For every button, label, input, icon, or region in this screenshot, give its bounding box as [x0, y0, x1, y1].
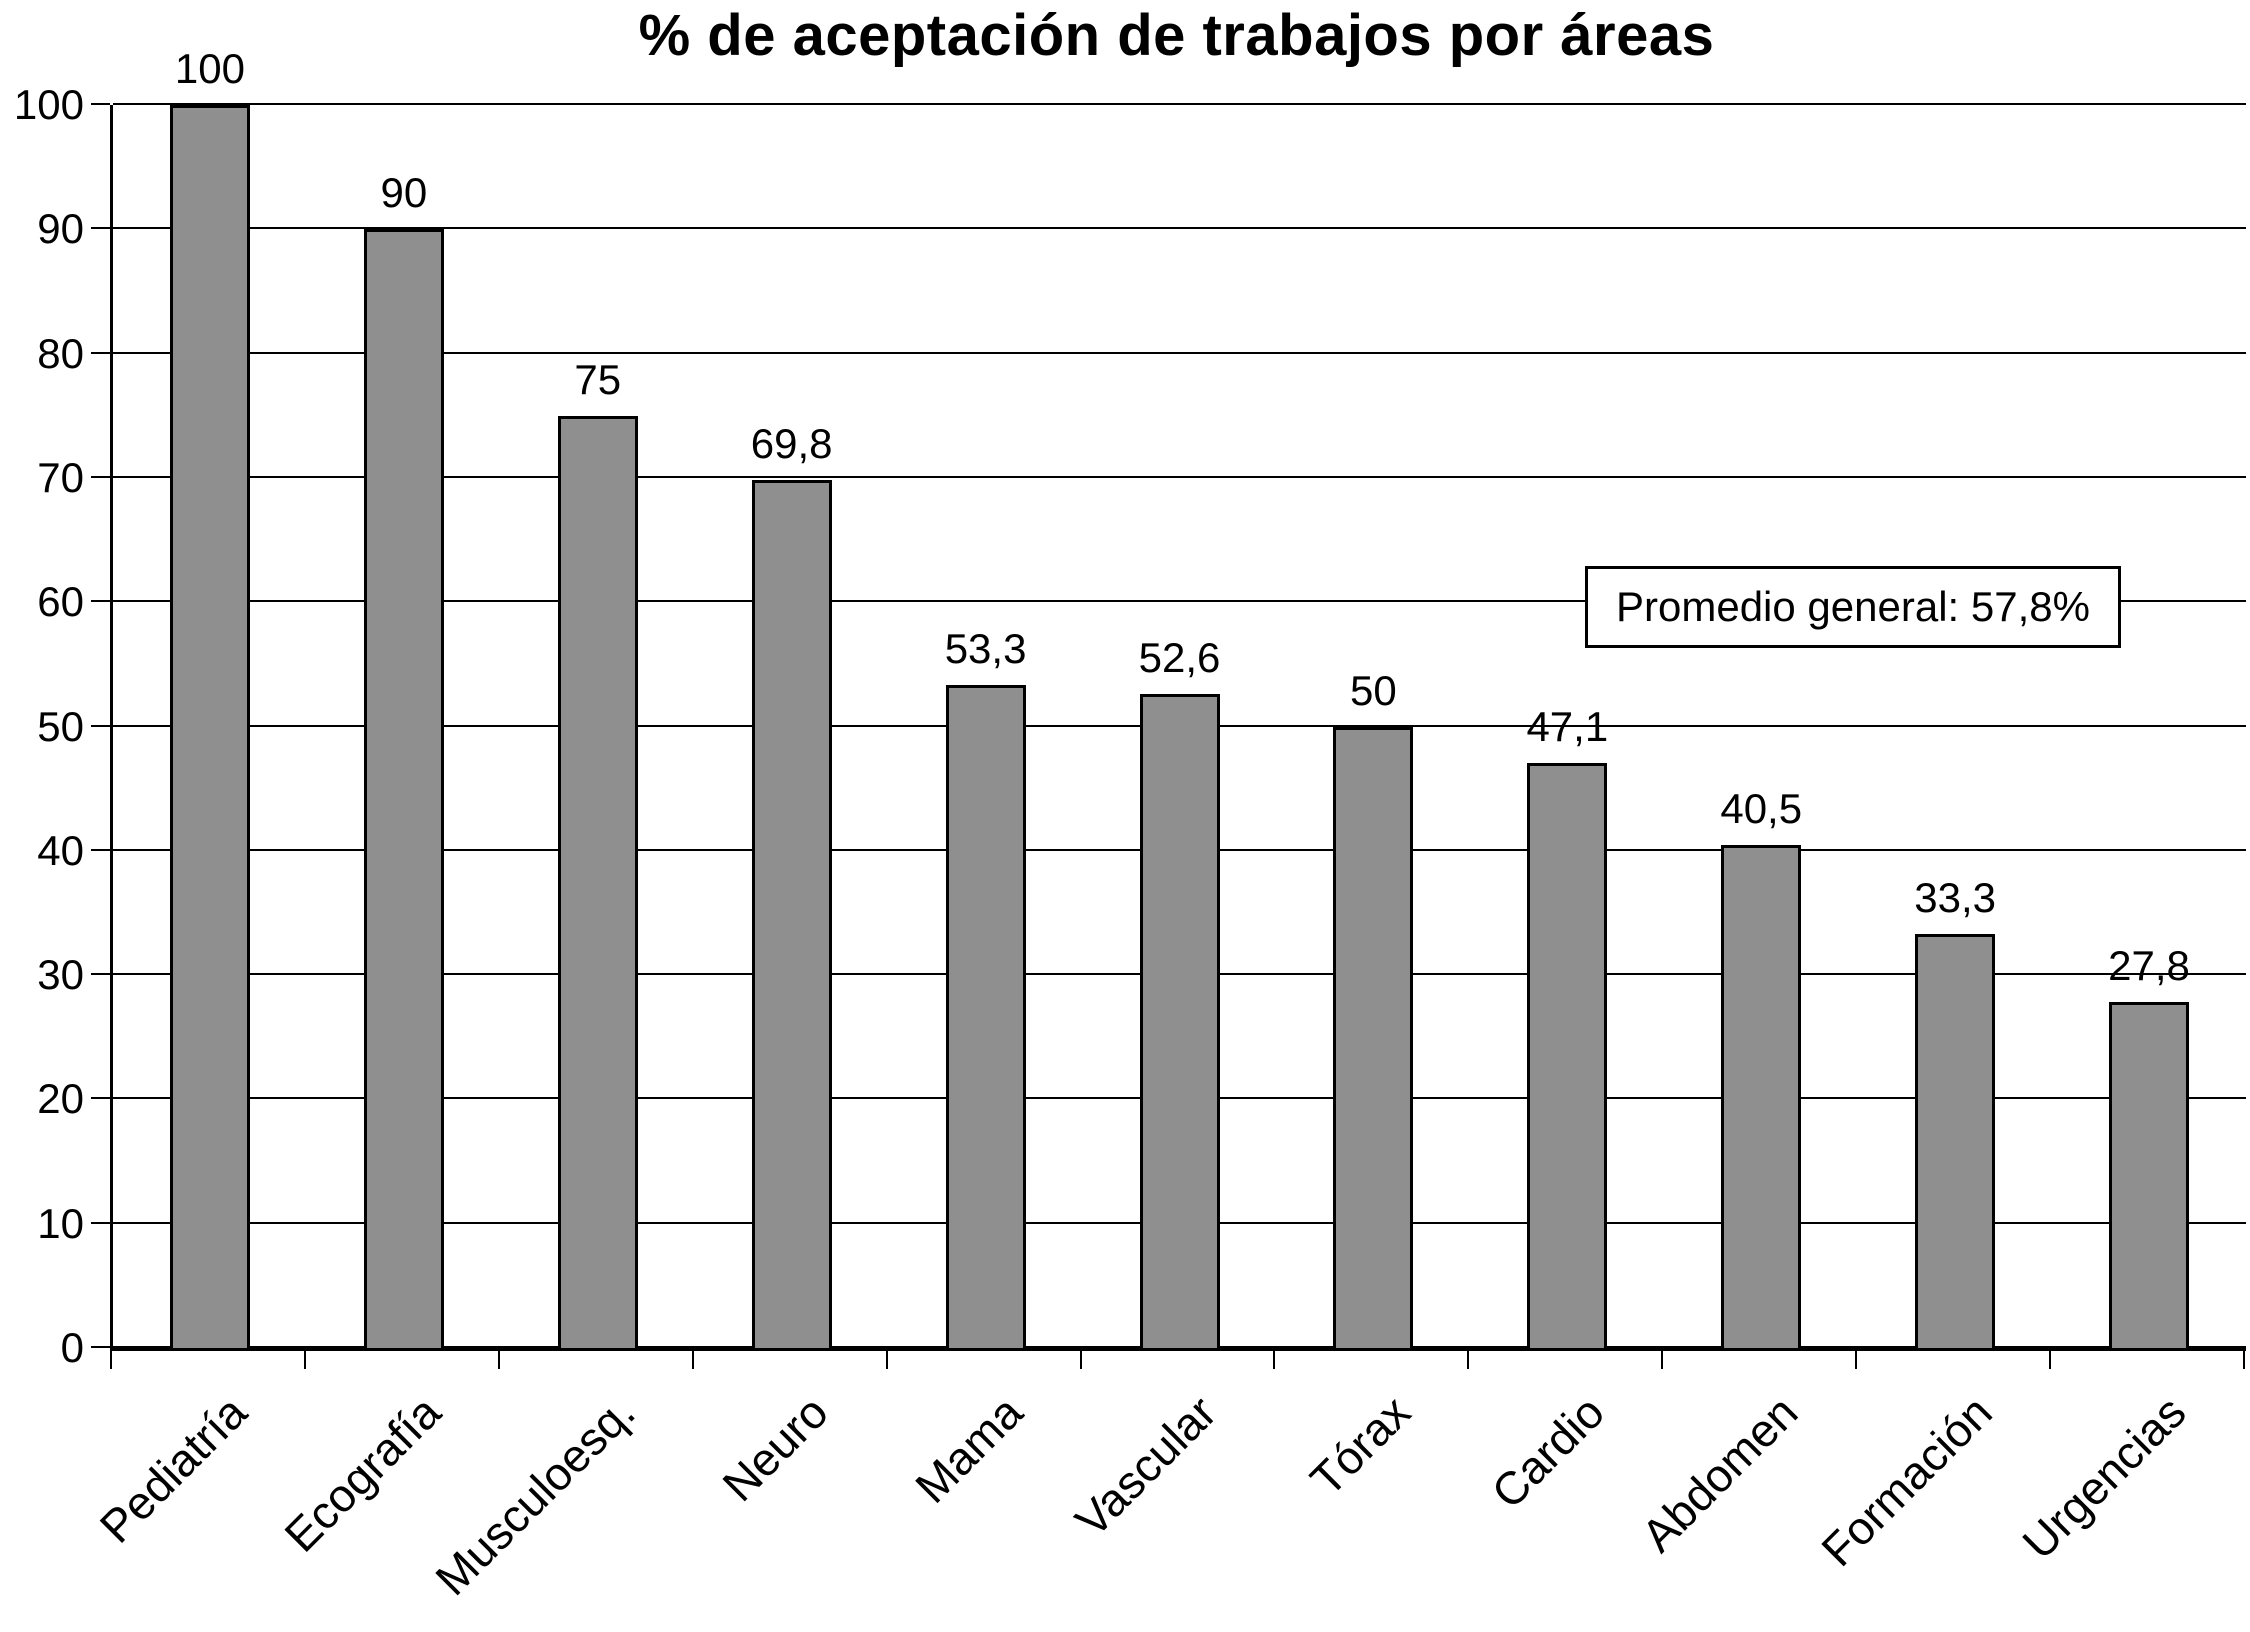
y-axis-tick-label: 70: [37, 453, 84, 501]
x-axis-label: Cardio: [1481, 1385, 1614, 1519]
bar: [1333, 726, 1414, 1348]
x-axis-tick: [110, 1351, 112, 1369]
annotation-box: Promedio general: 57,8%: [1585, 566, 2121, 648]
y-axis-tick-label: 60: [37, 578, 84, 626]
y-axis-tick-label: 100: [13, 81, 84, 128]
plot-area: 100 90 75 69,8 53,3 52,6 50 47,1 40,5 33,3 27,8: [91, 45, 2246, 1351]
y-axis-tick: [91, 351, 110, 354]
bar-value-label: 69,8: [750, 420, 833, 468]
gridline: [113, 103, 2246, 105]
x-axis-tick: [1079, 1351, 1082, 1369]
y-axis-tick-label: 10: [37, 1199, 84, 1247]
x-axis-label: Pediatría: [89, 1385, 257, 1553]
x-axis-label: Vascular: [1065, 1385, 1226, 1547]
y-axis-tick: [91, 1221, 110, 1224]
x-axis-label: Abdomen: [1631, 1385, 1808, 1562]
x-axis-label: Neuro: [712, 1385, 839, 1512]
y-axis-tick-label: 90: [37, 205, 84, 253]
bar: [2109, 1002, 2190, 1348]
bar: [1915, 934, 1996, 1348]
x-axis-tick: [2243, 1351, 2245, 1369]
y-axis-tick-label: 0: [60, 1324, 84, 1371]
bar: [945, 685, 1026, 1348]
y-axis-tick: [91, 973, 110, 976]
x-axis-label: Musculoesq.: [424, 1385, 645, 1606]
x-axis-tick: [691, 1351, 694, 1369]
bar-value-label: 90: [380, 169, 428, 217]
x-axis-tick: [1273, 1351, 1276, 1369]
y-axis-tick: [91, 475, 110, 478]
bar: [751, 480, 832, 1348]
y-axis-tick-label: 50: [37, 702, 84, 750]
x-axis-label: Mama: [904, 1385, 1033, 1513]
bar-value-label: 100: [174, 45, 245, 92]
y-axis-tick-label: 30: [37, 951, 84, 999]
bar-value-label: 52,6: [1138, 634, 1221, 682]
y-axis-tick: [91, 103, 110, 105]
x-axis-tick: [1467, 1351, 1470, 1369]
x-axis-tick: [2049, 1351, 2052, 1369]
y-axis-tick-label: 20: [37, 1075, 84, 1123]
y-axis: 0 10 20 30 40 50 60 70 80 90 100: [0, 81, 90, 1371]
x-axis-labels: Pediatría Ecografía Musculoesq. Neuro Mama Va…: [89, 1351, 2243, 1632]
y-axis-tick: [91, 724, 110, 727]
y-axis-tick-label: 80: [37, 329, 84, 377]
bar-value-label: 47,1: [1526, 702, 1609, 750]
x-axis-tick: [303, 1351, 306, 1369]
x-axis-tick: [1661, 1351, 1664, 1369]
bar: [1527, 762, 1608, 1348]
chart-title: % de aceptación de trabajos por áreas: [638, 3, 1715, 68]
bar: [1139, 694, 1220, 1348]
x-axis-label: Urgencias: [2012, 1385, 2196, 1569]
y-axis-tick-label: 40: [37, 826, 84, 874]
y-axis-tick: [91, 600, 110, 603]
annotation-text: Promedio general: 57,8%: [1616, 583, 2090, 630]
y-axis-tick: [91, 1346, 110, 1348]
x-axis-tick: [497, 1351, 500, 1369]
bar: [169, 105, 250, 1348]
x-axis-label: Ecografía: [274, 1385, 451, 1562]
bar-value-label: 40,5: [1720, 784, 1803, 832]
y-axis-tick: [91, 227, 110, 230]
bar-value-label: 53,3: [944, 625, 1027, 673]
bar-value-label: 33,3: [1914, 874, 1996, 922]
y-axis-tick: [91, 1097, 110, 1100]
x-axis-tick: [1855, 1351, 1858, 1369]
y-axis-tick: [91, 848, 110, 851]
x-axis-tick: [885, 1351, 888, 1369]
x-axis-label: Tórax: [1299, 1385, 1420, 1506]
x-axis-ticks: [110, 1351, 2245, 1371]
bar-value-label: 27,8: [2108, 942, 2190, 990]
bar-value-label: 75: [574, 355, 622, 403]
gridline: [113, 600, 2246, 603]
gridline: [113, 351, 2246, 354]
gridline: [113, 227, 2246, 230]
x-axis-label: Formación: [1811, 1385, 2002, 1577]
bar: [363, 229, 444, 1348]
gridline: [113, 475, 2246, 478]
bar-value-label: 50: [1350, 666, 1397, 714]
bar: [1721, 844, 1802, 1348]
bar: [557, 415, 638, 1348]
